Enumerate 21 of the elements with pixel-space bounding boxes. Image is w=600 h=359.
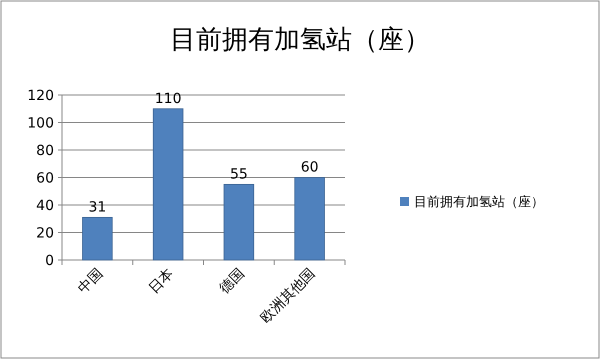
data-label: 110 (154, 90, 182, 107)
x-tick-label: 德国 (216, 266, 248, 297)
bar (224, 184, 254, 260)
y-tick-label: 0 (45, 253, 54, 269)
y-tick-label: 120 (27, 88, 54, 104)
data-label: 60 (300, 160, 319, 176)
y-tick-label: 80 (36, 143, 54, 159)
data-label: 55 (230, 166, 248, 182)
x-tick-label: 欧洲其他国 (258, 266, 318, 326)
y-tick-label: 60 (36, 170, 54, 186)
data-label: 31 (88, 199, 106, 216)
y-tick-label: 40 (36, 198, 54, 214)
legend: 目前拥有加氢站（座） (400, 195, 544, 210)
x-tick-label: 日本 (146, 266, 177, 297)
x-tick-label: 中国 (75, 266, 106, 297)
bar (294, 177, 325, 260)
bar (82, 216, 113, 260)
y-tick-label: 100 (27, 116, 54, 132)
chart-title: 目前拥有加氢站（座） (170, 25, 430, 55)
bar (152, 108, 184, 260)
y-tick-label: 20 (36, 226, 54, 242)
